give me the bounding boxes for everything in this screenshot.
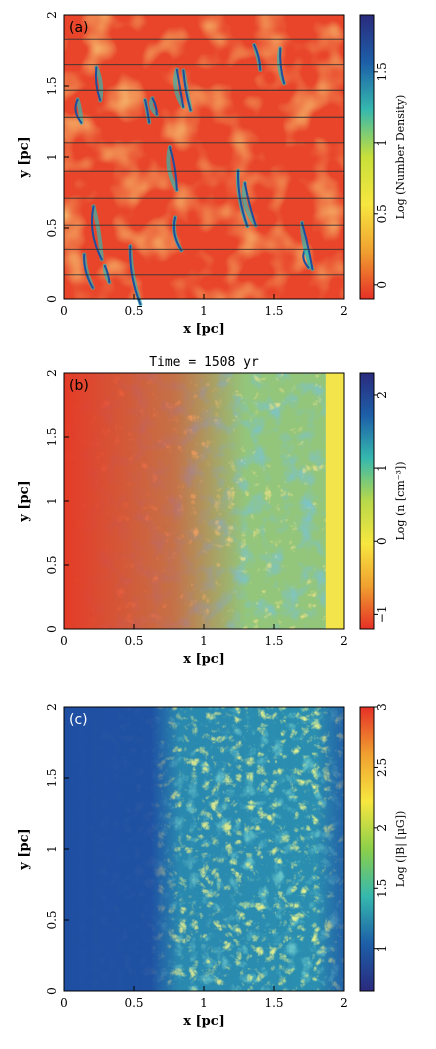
- y-tick-label: 0: [45, 295, 59, 303]
- filament-halo: [149, 96, 159, 117]
- y-tick-label: 1: [45, 153, 59, 161]
- x-axis-label: x [pc]: [183, 652, 225, 667]
- panel-label: (b): [69, 378, 89, 394]
- y-tick-label: 2: [45, 11, 59, 19]
- colorbar-tick-label: 1: [375, 945, 389, 953]
- turbulent-front: [64, 373, 344, 629]
- x-tick-label: 1: [200, 996, 208, 1010]
- heatmap-c: [64, 707, 344, 991]
- y-tick-label: 0: [45, 625, 59, 633]
- y-axis-label: y [pc]: [17, 480, 32, 522]
- y-tick-label: 1.5: [45, 76, 59, 95]
- post-shock-region: [325, 373, 344, 629]
- colorbar-label: Log (|B| [μG]): [394, 811, 408, 888]
- filament-halo: [91, 204, 104, 262]
- colorbar-tick-label: 1: [375, 464, 389, 472]
- x-tick-label: 1.5: [264, 996, 283, 1010]
- y-tick-label: 1: [45, 497, 59, 505]
- filament-halo: [241, 181, 258, 228]
- y-axis-label: y [pc]: [17, 136, 32, 178]
- colorbar-label: Log (Number Density): [394, 95, 407, 220]
- x-tick-label: 0: [60, 996, 68, 1010]
- x-axis-label: x [pc]: [183, 1014, 225, 1029]
- colorbar-tick-label: 3: [375, 703, 389, 711]
- filament: [300, 221, 314, 271]
- chart-title: Time = 1508 yr: [149, 355, 259, 370]
- heatmap-yellow-patches: [64, 15, 344, 299]
- x-axis-label: x [pc]: [183, 322, 225, 337]
- colorbar: [359, 706, 375, 992]
- colorbar-tick-label: 2: [375, 824, 389, 832]
- filament: [243, 182, 257, 227]
- colorbar-tick-label: 1.5: [375, 62, 389, 81]
- turbulent-field: [64, 707, 344, 991]
- colorbar: [359, 372, 375, 630]
- filament: [103, 264, 111, 284]
- filament: [90, 205, 103, 261]
- x-tick-label: 0.5: [124, 304, 143, 318]
- x-tick-label: 1: [200, 634, 208, 648]
- x-tick-label: 1.5: [264, 634, 283, 648]
- x-tick-label: 0.5: [124, 996, 143, 1010]
- colorbar-tick-label: 2: [375, 391, 389, 399]
- y-tick-label: 1.5: [45, 427, 59, 446]
- colorbar-tick-label: 1: [375, 139, 389, 147]
- filament: [279, 47, 286, 85]
- filament: [253, 43, 262, 71]
- field-yellow: [64, 707, 344, 991]
- filament: [94, 66, 102, 102]
- filament: [175, 68, 185, 108]
- y-tick-label: 1: [45, 845, 59, 853]
- heatmap-a: [64, 15, 344, 307]
- filament-halo: [75, 97, 84, 125]
- y-tick-label: 0.5: [45, 555, 59, 574]
- x-tick-label: 2: [340, 634, 348, 648]
- y-tick-label: 0.5: [45, 910, 59, 929]
- panel-a: (a) 0 0.5 1 1.5 2 0 0.5 1 1.5 2 x [pc] y [pc] 0 0.5 1 1.…: [17, 11, 407, 337]
- x-tick-label: 2: [340, 304, 348, 318]
- filament: [144, 99, 151, 124]
- y-axis-label: y [pc]: [17, 828, 32, 870]
- filament: [172, 216, 183, 252]
- filament-halo: [173, 67, 186, 109]
- panel-c: (c) 0 0.5 1 1.5 2 0 0.5 1 1.5 2 x [pc] y [pc] 1 1.5 2 2.…: [17, 703, 408, 1029]
- heatmap-b: [64, 373, 344, 629]
- y-tick-label: 0: [45, 987, 59, 995]
- x-tick-label: 0: [60, 634, 68, 648]
- panel-b: (b) Time = 1508 yr 0 0.5 1 1.5 2 0 0.5 1 1.5 2 x [pc…: [17, 355, 407, 667]
- front-yellow: [64, 373, 344, 629]
- y-tick-label: 2: [45, 703, 59, 711]
- filament-halo: [94, 65, 104, 103]
- colorbar-tick-label: 2.5: [375, 758, 389, 777]
- colorbar-tick-label: 1.5: [375, 879, 389, 898]
- x-tick-label: 0: [60, 304, 68, 318]
- filament-halo: [166, 145, 179, 193]
- panel-label: (a): [69, 20, 89, 36]
- filament: [83, 253, 94, 289]
- y-tick-label: 1.5: [45, 768, 59, 787]
- panel-label: (c): [69, 712, 88, 728]
- x-tick-label: 1: [200, 304, 208, 318]
- colorbar-label: Log (n [cm⁻³]): [394, 461, 407, 540]
- filament: [151, 97, 158, 116]
- filament: [74, 98, 83, 124]
- x-tick-label: 0.5: [124, 634, 143, 648]
- filament: [169, 146, 178, 192]
- x-tick-label: 1.5: [264, 304, 283, 318]
- y-tick-label: 0.5: [45, 218, 59, 237]
- y-tick-label: 2: [45, 369, 59, 377]
- colorbar-tick-label: 0: [375, 281, 389, 289]
- colorbar-tick-label: −1: [375, 606, 389, 624]
- colorbar-tick-label: 0.5: [375, 204, 389, 223]
- colorbar: [359, 14, 375, 300]
- colorbar-tick-label: 0: [375, 537, 389, 545]
- x-tick-label: 2: [340, 996, 348, 1010]
